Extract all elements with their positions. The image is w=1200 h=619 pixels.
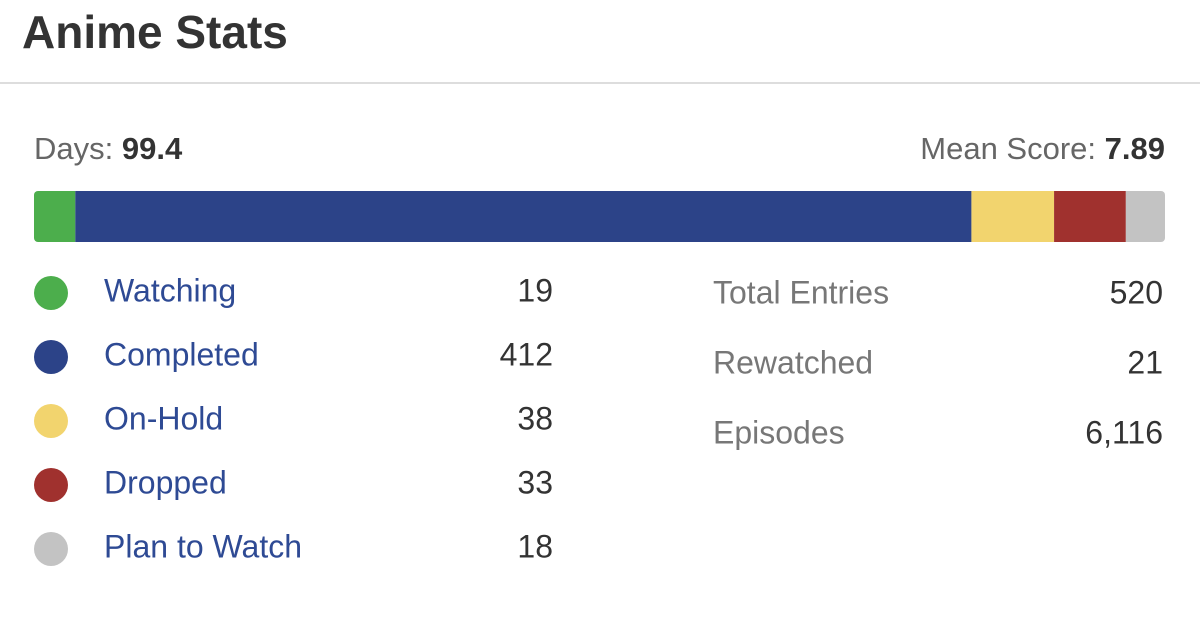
days: Days: 99.4 (34, 131, 183, 166)
total-value: 6,116 (1085, 414, 1163, 450)
mean-score: Mean Score: 7.89 (920, 131, 1165, 166)
mean-score-label: Mean Score: (920, 131, 1096, 166)
status-dot (34, 276, 68, 310)
bar-segment (34, 191, 76, 242)
status-count: 38 (517, 400, 553, 436)
total-label: Total Entries (713, 274, 889, 310)
status-dot (34, 404, 68, 438)
status-count: 33 (517, 464, 553, 500)
bar-segment (75, 191, 972, 242)
status-count: 18 (517, 528, 553, 564)
status-link[interactable]: Completed (104, 336, 259, 372)
days-label: Days: (34, 131, 113, 166)
status-link[interactable]: Plan to Watch (104, 528, 302, 564)
status-bar (34, 191, 1165, 242)
status-link[interactable]: On-Hold (104, 400, 223, 436)
status-link[interactable]: Dropped (104, 464, 227, 500)
total-value: 520 (1110, 274, 1163, 310)
title: Anime Stats (22, 6, 288, 58)
mean-score-value: 7.89 (1105, 131, 1165, 166)
status-dot (34, 468, 68, 502)
status-dot (34, 340, 68, 374)
total-label: Episodes (713, 414, 845, 450)
total-label: Rewatched (713, 344, 873, 380)
total-value: 21 (1127, 344, 1163, 380)
bar-segment (1125, 191, 1165, 242)
status-count: 412 (500, 336, 553, 372)
days-value: 99.4 (122, 131, 183, 166)
status-dot (34, 532, 68, 566)
status-count: 19 (517, 272, 553, 308)
bar-segment (1054, 191, 1126, 242)
bar-segment (971, 191, 1055, 242)
status-link[interactable]: Watching (104, 272, 236, 308)
